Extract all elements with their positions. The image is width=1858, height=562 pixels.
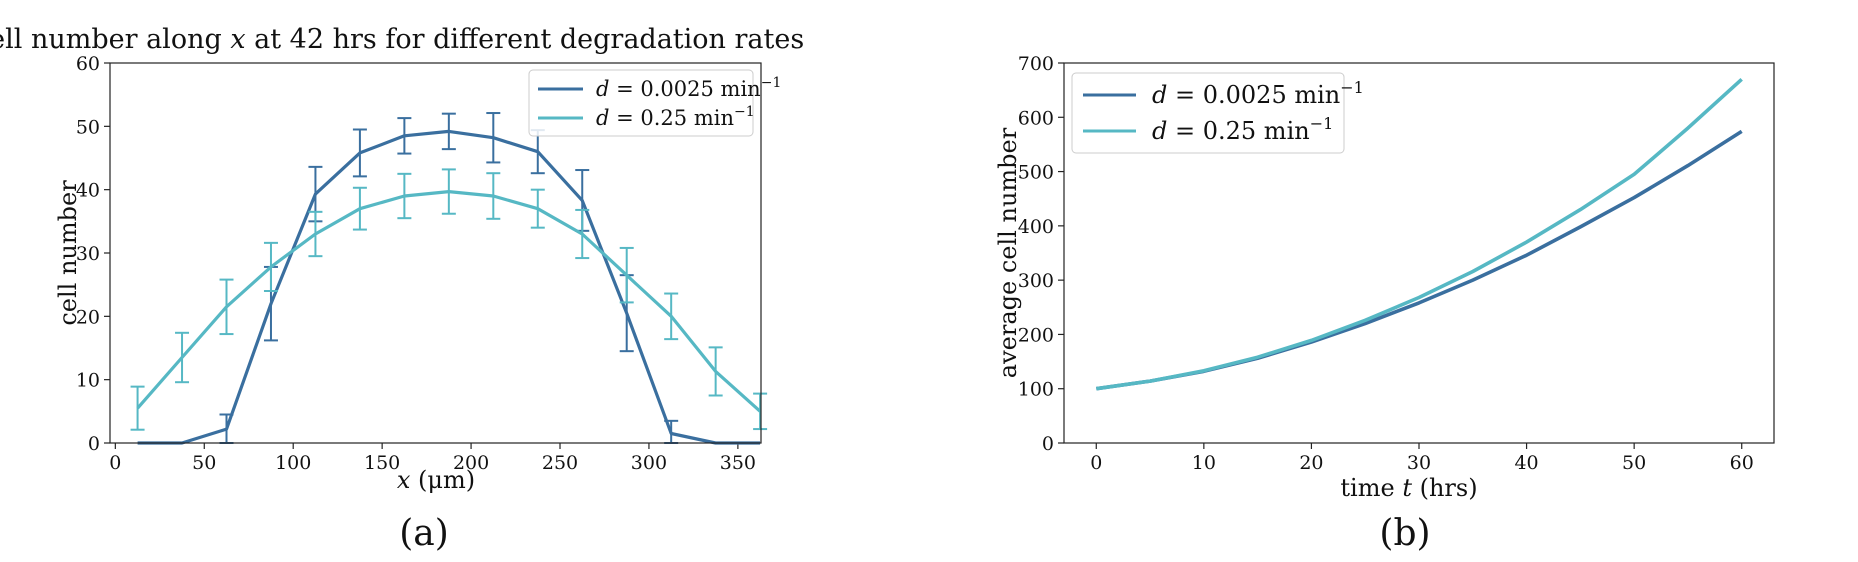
chart-a-errorbar-dark	[397, 117, 412, 155]
chart-a-ytick-label: 20	[76, 306, 100, 328]
chart-a-ylabel: cell number	[54, 180, 82, 326]
chart-b-xtick-label: 10	[1192, 452, 1216, 474]
chart-a-errorbar-light	[753, 392, 768, 431]
chart-a-errorbar-dark	[441, 112, 456, 151]
chart-a-errorbar-light	[619, 246, 634, 304]
chart-a-errorbar-dark	[352, 128, 367, 178]
chart-a-errorbar-light	[486, 172, 501, 220]
chart-a-xtick-label: 100	[275, 452, 311, 474]
chart-b-xtick-label: 20	[1299, 452, 1323, 474]
chart-b-series-light-line	[1096, 77, 1743, 391]
chart-a-ytick-label: 60	[76, 53, 100, 75]
chart-a-xtick-label: 0	[109, 452, 121, 474]
chart-a-frame	[109, 62, 762, 444]
chart-b-series-dark-line	[1096, 129, 1743, 391]
chart-a-xtick-label: 250	[542, 452, 578, 474]
chart-a-legend-box	[528, 69, 754, 137]
chart-b-legend-label-dark: d = 0.0025 min−1	[1152, 78, 1364, 109]
chart-a-legend-label-light: d = 0.25 min−1	[596, 104, 755, 130]
chart-a-errorbar-light	[664, 292, 679, 341]
chart-a-errorbar-light	[308, 210, 323, 258]
chart-a-title: Ave cell number along x at 42 hrs for di…	[0, 24, 804, 55]
panel-a-caption: (a)	[399, 513, 449, 554]
chart-a-xtick-label: 350	[720, 452, 756, 474]
chart-a-xtick-label: 200	[453, 452, 489, 474]
chart-a-xlabel: x (μm)	[397, 466, 475, 494]
chart-b-ytick-label: 500	[1018, 162, 1054, 184]
chart-a-errorbar-light	[219, 278, 234, 336]
chart-a-errorbar-light	[263, 241, 278, 292]
chart-b-xtick-label: 30	[1407, 452, 1431, 474]
chart-a-plot-area: 0 50 100 150 200 250 300 350 0 10 20 30 40 50 60	[76, 53, 768, 474]
chart-b-ylabel: average cell number	[994, 127, 1022, 378]
chart-b-legend-box	[1071, 72, 1345, 154]
chart-b-xtick-label: 40	[1514, 452, 1538, 474]
chart-a-errorbar-light	[575, 208, 590, 260]
chart-b-xtick-label: 50	[1622, 452, 1646, 474]
chart-b-frame	[1063, 62, 1775, 444]
chart-b-xlabel: time t (hrs)	[1340, 474, 1477, 502]
chart-a-errorbar-light	[175, 331, 190, 384]
chart-a-errorbar-light	[130, 385, 145, 431]
chart-a-ytick-label: 10	[76, 370, 100, 392]
chart-a-errorbar-light	[397, 172, 412, 220]
chart-a-errorbar-dark	[486, 112, 501, 164]
chart-a-ytick-label: 30	[76, 243, 100, 265]
chart-b-legend: d = 0.0025 min−1 d = 0.25 min−1	[1071, 72, 1364, 154]
panel-a: Ave cell number along x at 42 hrs for di…	[0, 24, 804, 554]
panel-b-caption: (b)	[1379, 513, 1430, 554]
chart-b-ytick-label: 600	[1018, 107, 1054, 129]
chart-a-ytick-label: 50	[76, 116, 100, 138]
chart-a-series-light-line	[136, 190, 762, 413]
chart-a-ytick-label: 0	[88, 433, 100, 455]
chart-a-xtick-label: 150	[364, 452, 400, 474]
chart-a-xtick-label: 300	[631, 452, 667, 474]
chart-b-xtick-label: 60	[1730, 452, 1754, 474]
chart-a-ytick-label: 40	[76, 180, 100, 202]
chart-b-legend-label-light: d = 0.25 min−1	[1152, 114, 1333, 145]
chart-a-legend: d = 0.0025 min−1 d = 0.25 min−1	[528, 69, 781, 137]
chart-b-ytick-label: 100	[1018, 379, 1054, 401]
chart-a-errorbar-light	[708, 346, 723, 397]
chart-b-ytick-label: 300	[1018, 270, 1054, 292]
chart-a-errorbar-light	[530, 188, 545, 229]
chart-a-errorbar-light	[352, 186, 367, 231]
chart-b-ytick-label: 200	[1018, 324, 1054, 346]
chart-b-ytick-label: 0	[1042, 433, 1054, 455]
chart-b-ytick-label: 700	[1018, 53, 1054, 75]
chart-b-ytick-label: 400	[1018, 216, 1054, 238]
chart-b-xtick-label: 0	[1090, 452, 1102, 474]
chart-a-errorbar-light	[441, 168, 456, 215]
chart-a-xtick-label: 50	[192, 452, 216, 474]
chart-a-legend-label-dark: d = 0.0025 min−1	[596, 75, 781, 101]
